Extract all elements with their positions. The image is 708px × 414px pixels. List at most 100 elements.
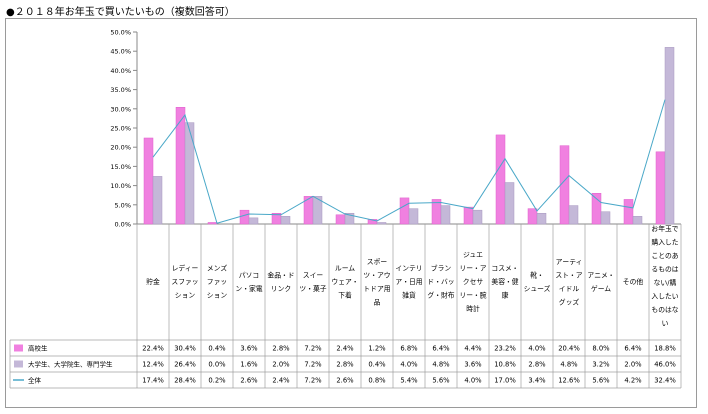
data-label: 26.4% (174, 360, 196, 368)
y-tick-label: 15.0% (110, 163, 131, 171)
data-label: 17.0% (494, 376, 516, 384)
data-label: 0.4% (208, 344, 226, 352)
data-label: 0.0% (208, 360, 226, 368)
x-category-label: トドア用 (363, 285, 390, 293)
bar-high-school (463, 206, 474, 225)
x-category-label: ツ・アウ (363, 271, 390, 279)
x-category-label: ファッ (207, 278, 227, 286)
data-label: 6.4% (432, 344, 450, 352)
data-label: 28.4% (174, 376, 196, 384)
bar-high-school (399, 197, 410, 225)
x-category-label: スイー (303, 271, 324, 279)
x-category-label: クセサ (463, 278, 484, 286)
bar-high-school (495, 134, 506, 225)
data-label: 2.6% (336, 376, 354, 384)
bar-high-school (623, 199, 634, 225)
x-category-label: コスメ・ (491, 265, 518, 273)
chart-title: ●２０１８年お年玉で買いたいもの（複数回答可） (6, 7, 235, 18)
data-label: 1.6% (240, 360, 258, 368)
bar-university (376, 222, 387, 225)
data-label: 3.6% (464, 360, 482, 368)
bar-high-school (143, 137, 154, 225)
y-tick-label: 30.0% (110, 105, 131, 113)
data-label: 0.8% (368, 376, 386, 384)
data-label: 22.4% (142, 344, 164, 352)
data-label: 2.6% (240, 376, 258, 384)
bar-university (600, 211, 611, 225)
bar-high-school (207, 222, 218, 225)
bar-university (472, 209, 483, 225)
data-label: 7.2% (304, 360, 322, 368)
data-label: 2.0% (624, 360, 642, 368)
bar-high-school (591, 193, 602, 225)
legend-label: 大学生、大学院生、専門学生 (28, 359, 113, 368)
data-label: 4.0% (464, 376, 482, 384)
data-label: 4.8% (560, 360, 578, 368)
data-label: 4.0% (528, 344, 546, 352)
data-label: 8.0% (592, 344, 610, 352)
bar-university (536, 212, 547, 225)
x-category-label: ツ・菓子 (299, 284, 326, 293)
x-category-label: 時計 (466, 304, 480, 313)
x-category-label: るものは (651, 266, 678, 274)
legend-swatch (14, 360, 23, 368)
data-label: 6.8% (400, 344, 418, 352)
x-category-label: お年玉で (651, 224, 678, 233)
x-category-label: 美容・健 (491, 277, 518, 286)
x-category-label: ド・バッ (427, 278, 454, 286)
bar-university (248, 217, 259, 225)
x-category-label: アーティ (556, 258, 583, 266)
legend-label: 高校生 (28, 343, 48, 352)
data-label: 23.2% (494, 344, 516, 352)
bar-high-school (655, 151, 666, 225)
data-label: 4.2% (624, 376, 642, 384)
x-category-label: 靴・ (530, 270, 544, 279)
x-category-label: ア・日用 (395, 278, 422, 286)
x-category-label: シューズ (524, 284, 551, 293)
x-category-label: い (662, 320, 669, 328)
bar-university (632, 216, 643, 225)
bar-university (184, 122, 195, 225)
x-category-label: 金品・ド (267, 270, 294, 279)
bar-university (312, 196, 323, 225)
x-category-label: ション (175, 292, 196, 300)
bar-high-school (527, 208, 538, 225)
bar-university (440, 205, 451, 225)
chart-frame (5, 18, 697, 408)
x-category-label: メンズ (207, 264, 227, 273)
bar-university (152, 176, 163, 225)
x-category-label: 下着 (338, 291, 352, 300)
x-category-label: 貯金 (146, 277, 160, 286)
legend-swatch (14, 344, 23, 352)
line-total (152, 99, 666, 224)
data-label: 2.8% (336, 360, 354, 368)
x-category-label: 購入した (651, 238, 678, 247)
data-label: 4.0% (400, 360, 418, 368)
data-label: 5.6% (592, 376, 610, 384)
x-category-label: ルーム (335, 265, 355, 273)
data-label: 0.2% (208, 376, 226, 384)
x-category-label: 康 (502, 291, 509, 300)
x-category-label: 雑貨 (402, 291, 416, 300)
x-category-label: ン・家電 (235, 284, 262, 293)
x-category-label: 品 (374, 298, 381, 306)
bar-university (344, 212, 355, 225)
y-tick-label: 40.0% (110, 67, 131, 75)
data-label: 10.8% (494, 360, 516, 368)
bar-high-school (559, 145, 570, 225)
x-category-label: パソコ (239, 271, 259, 279)
x-category-label: インテリ (395, 265, 422, 273)
data-label: 4.8% (432, 360, 450, 368)
y-tick-label: 10.0% (110, 182, 131, 190)
y-tick-label: 35.0% (110, 86, 131, 94)
x-category-label: リンク (271, 285, 291, 293)
x-category-label: リー・腕 (459, 291, 486, 300)
data-label: 18.8% (654, 344, 676, 352)
x-category-label: ウェア・ (331, 278, 358, 286)
legend-label: 全体 (28, 375, 42, 384)
data-label: 20.4% (558, 344, 580, 352)
x-category-label: ブラン (431, 264, 452, 273)
data-label: 7.2% (304, 344, 322, 352)
bar-university (568, 205, 579, 225)
data-label: 2.0% (272, 360, 290, 368)
